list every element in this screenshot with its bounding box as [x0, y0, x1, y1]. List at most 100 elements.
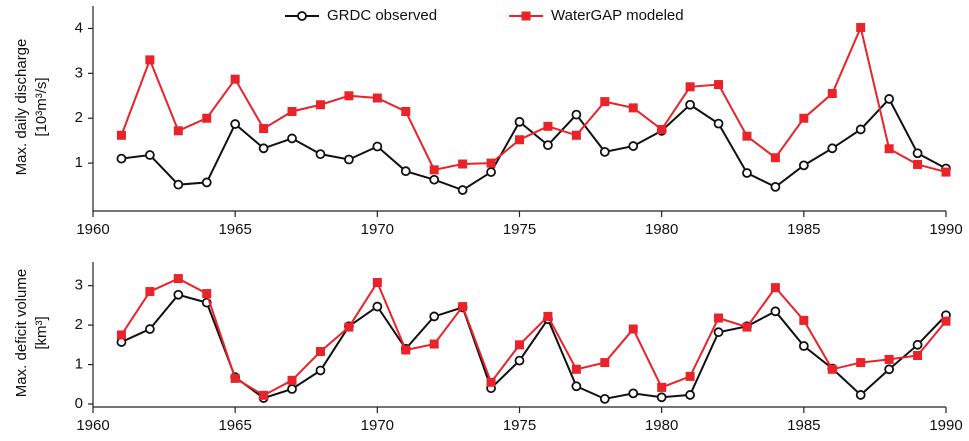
x-tick-label: 1980	[645, 417, 678, 434]
point	[486, 158, 496, 168]
point	[202, 289, 212, 299]
point	[685, 82, 695, 92]
point	[173, 126, 183, 136]
point	[798, 341, 809, 351]
x-tick-label: 1970	[361, 417, 394, 434]
x-tick-label: 1960	[76, 417, 109, 434]
point	[429, 311, 440, 322]
x-tick-label: 1960	[76, 221, 109, 238]
y-axis-label: [10³m³/s]	[33, 77, 50, 136]
point	[742, 322, 752, 332]
point	[230, 373, 240, 383]
point	[116, 153, 127, 164]
point	[827, 143, 838, 154]
point	[913, 350, 923, 360]
point	[770, 306, 781, 317]
point	[827, 364, 837, 374]
y-axis-label: Max. deficit volume	[13, 269, 30, 397]
point	[287, 384, 297, 394]
point	[600, 97, 610, 107]
point	[486, 377, 496, 387]
y-tick-label: 1	[75, 154, 83, 171]
point	[912, 339, 923, 350]
y-tick-label: 2	[75, 109, 83, 126]
point	[913, 159, 923, 169]
point	[742, 168, 752, 178]
point	[798, 160, 809, 171]
point	[400, 166, 411, 177]
point	[628, 324, 638, 334]
point	[657, 382, 667, 392]
point	[543, 140, 553, 151]
point	[145, 287, 155, 297]
point	[742, 131, 752, 141]
x-tick-label: 1990	[929, 221, 962, 238]
point	[941, 167, 951, 177]
point	[884, 364, 895, 375]
point	[116, 130, 126, 140]
point	[657, 124, 667, 134]
point	[458, 159, 468, 169]
point	[770, 182, 781, 192]
point	[912, 148, 923, 159]
point	[372, 141, 383, 152]
x-tick-label: 1965	[218, 417, 251, 434]
y-tick-label: 4	[75, 19, 83, 36]
point	[685, 390, 695, 400]
point	[628, 388, 639, 399]
chart: 0 1 2 3 1960 1965 1970 1975 1980 1985 1990 Max. def…	[13, 262, 963, 434]
point	[941, 316, 951, 326]
point	[202, 113, 212, 123]
point	[287, 106, 297, 116]
point	[372, 93, 382, 103]
y-tick-label: 3	[75, 64, 83, 81]
point	[628, 141, 639, 151]
legend-marker	[521, 11, 531, 21]
point	[884, 354, 894, 364]
x-tick-label: 1970	[361, 221, 394, 238]
point	[714, 313, 724, 323]
point	[173, 274, 183, 284]
point	[458, 302, 468, 312]
point	[514, 116, 525, 127]
x-tick-label: 1985	[787, 417, 820, 434]
point	[429, 174, 440, 185]
point	[827, 89, 837, 99]
point	[258, 143, 269, 154]
x-tick-label: 1975	[503, 221, 536, 238]
point	[173, 179, 184, 190]
point	[884, 144, 894, 154]
legend-label: GRDC observed	[327, 7, 437, 24]
point	[173, 289, 184, 300]
point	[230, 119, 241, 129]
point	[685, 371, 695, 381]
point	[259, 124, 269, 134]
point	[315, 100, 325, 110]
point	[201, 177, 212, 188]
point	[144, 150, 155, 160]
point	[713, 327, 724, 338]
point	[855, 124, 866, 135]
point	[514, 355, 525, 366]
point	[343, 154, 354, 165]
point	[372, 278, 382, 288]
x-tick-label: 1985	[787, 221, 820, 238]
y-tick-label: 0	[75, 395, 83, 412]
point	[855, 390, 866, 400]
point	[770, 283, 780, 293]
x-tick-label: 1990	[929, 417, 962, 434]
point	[628, 103, 638, 113]
point	[571, 130, 581, 140]
point	[770, 153, 780, 163]
legend-marker	[297, 11, 307, 21]
series-line	[121, 97, 947, 192]
point	[714, 80, 724, 90]
point	[259, 390, 269, 400]
point	[656, 392, 667, 403]
y-axis-label: Max. daily discharge	[13, 39, 30, 176]
point	[401, 106, 411, 116]
point	[230, 74, 240, 84]
point	[315, 365, 326, 376]
point	[571, 109, 582, 120]
